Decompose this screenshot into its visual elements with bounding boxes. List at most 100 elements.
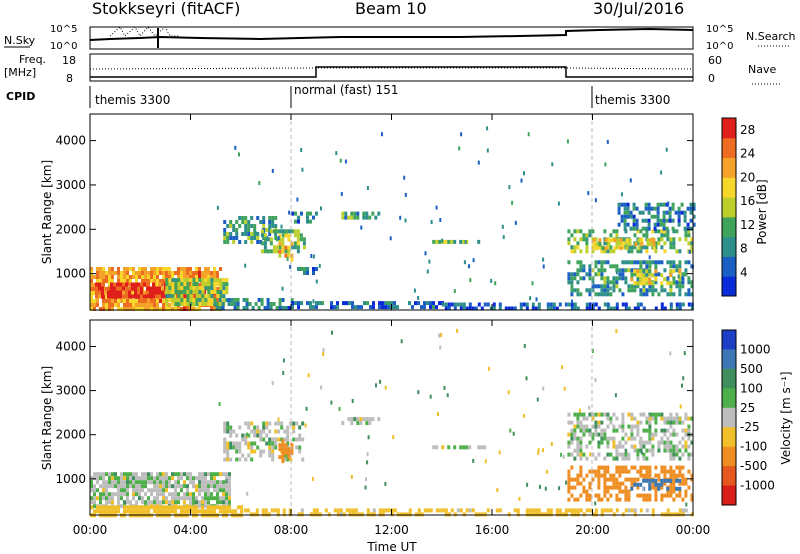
velocity-cell <box>690 452 694 457</box>
velocity-cell <box>459 508 463 513</box>
velocity-cell <box>675 416 679 421</box>
power-cell <box>598 238 602 243</box>
power-cell <box>90 307 93 311</box>
power-scatter-cell <box>312 299 315 304</box>
velocity-cell <box>286 441 290 446</box>
power-colorbar-tick: 12 <box>740 218 755 232</box>
power-cell <box>162 307 165 311</box>
velocity-cell <box>681 512 685 517</box>
velocity-cell <box>174 492 177 497</box>
power-cell <box>642 277 646 282</box>
power-cell <box>177 282 181 287</box>
velocity-scatter-cell <box>679 404 682 409</box>
velocity-cell <box>615 452 619 457</box>
power-cell <box>618 272 622 277</box>
velocity-cell <box>201 480 204 485</box>
velocity-cell <box>177 472 180 477</box>
power-cell <box>241 220 245 224</box>
velocity-cell <box>93 504 96 509</box>
power-cell <box>636 241 640 246</box>
power-cell <box>207 286 211 291</box>
velocity-cell <box>228 480 231 485</box>
velocity-cell <box>286 433 290 438</box>
power-cell <box>453 302 457 307</box>
power-cell <box>245 306 249 310</box>
power-cell <box>143 290 146 295</box>
velocity-cell <box>93 488 96 493</box>
velocity-cell <box>243 508 247 513</box>
power-cell <box>645 229 649 234</box>
power-cell <box>183 290 187 295</box>
power-cell <box>594 260 598 265</box>
power-cell <box>281 237 285 242</box>
velocity-cell <box>642 440 646 445</box>
power-cell <box>678 249 682 254</box>
power-cell <box>183 286 187 291</box>
power-scatter-cell <box>604 162 607 167</box>
power-cell <box>180 298 184 303</box>
power-cell <box>453 306 457 311</box>
power-scatter-cell <box>606 139 609 144</box>
power-cell <box>387 305 390 310</box>
velocity-cell <box>114 484 117 489</box>
power-cell <box>612 229 616 234</box>
power-cell <box>531 302 535 307</box>
velocity-cell <box>603 436 607 441</box>
power-cell <box>396 305 399 310</box>
velocity-cell <box>657 444 661 449</box>
velocity-cell <box>192 476 195 481</box>
velocity-cell <box>99 492 102 497</box>
power-cell <box>570 284 574 289</box>
velocity-cell <box>186 472 189 477</box>
velocity-cell <box>639 465 643 470</box>
velocity-cell <box>687 436 691 441</box>
power-cell <box>629 226 633 231</box>
velocity-cell <box>378 508 382 513</box>
velocity-cell <box>570 493 574 498</box>
velocity-cell <box>684 444 688 449</box>
power-cell <box>162 271 165 275</box>
velocity-cell <box>229 441 233 446</box>
power-cell <box>297 215 300 220</box>
power-cell <box>647 222 651 227</box>
power-cell <box>90 275 93 279</box>
power-scatter-cell <box>413 288 416 293</box>
velocity-cell <box>684 477 688 482</box>
velocity-cell <box>156 488 159 493</box>
velocity-cell <box>222 472 225 477</box>
velocity-cell <box>615 416 619 421</box>
power-cell <box>213 282 217 287</box>
velocity-cell <box>537 512 541 517</box>
velocity-cell <box>186 496 189 501</box>
power-cell <box>639 260 643 265</box>
velocity-cell <box>651 444 655 449</box>
power-cell <box>171 298 175 303</box>
velocity-cell <box>262 421 266 426</box>
power-cell <box>117 279 120 283</box>
velocity-cell <box>210 492 213 497</box>
power-cell <box>360 305 363 310</box>
power-scatter-cell <box>439 218 442 222</box>
power-cell <box>669 284 673 289</box>
velocity-cell <box>579 428 583 433</box>
power-cell <box>576 272 580 277</box>
power-cell <box>309 301 312 306</box>
velocity-cell <box>135 488 138 493</box>
power-cell <box>129 275 132 279</box>
power-cell <box>98 294 101 299</box>
power-cell <box>692 222 696 227</box>
power-cell <box>131 286 134 291</box>
nave-right-tick-high: 60 <box>708 54 722 67</box>
velocity-cell <box>270 508 274 513</box>
power-cell <box>135 307 138 311</box>
power-cell <box>681 276 685 281</box>
velocity-cell <box>120 492 123 497</box>
power-cell <box>253 236 257 240</box>
power-cell <box>592 238 596 243</box>
velocity-cell <box>129 500 132 505</box>
velocity-scatter-cell <box>365 477 367 482</box>
power-cell <box>636 306 640 311</box>
power-cell <box>579 249 583 254</box>
power-colorbar-swatch <box>722 177 736 198</box>
velocity-cell <box>234 509 237 514</box>
